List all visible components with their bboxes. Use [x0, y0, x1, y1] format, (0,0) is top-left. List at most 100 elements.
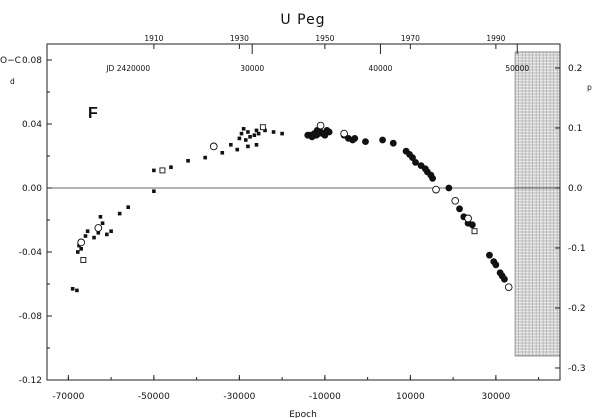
- y-tick-label: -0.04: [19, 248, 43, 258]
- data-point: [254, 128, 259, 133]
- data-point: [456, 205, 463, 213]
- data-point: [471, 228, 478, 235]
- right-tick-label: -0.2: [568, 304, 586, 314]
- data-point: [501, 275, 508, 283]
- data-point: [94, 224, 103, 232]
- hatched-region-box: [514, 51, 561, 357]
- data-point: [220, 151, 225, 155]
- x-tick-label: 10000: [396, 392, 425, 402]
- data-point: [389, 139, 397, 147]
- right-tick-label: 0.1: [568, 124, 582, 134]
- x-tick-label: 30000: [482, 392, 511, 402]
- data-point: [243, 138, 248, 142]
- x-tick-label: -70000: [52, 392, 84, 402]
- data-point: [379, 136, 386, 144]
- data-point: [271, 130, 276, 134]
- right-tick-label: -0.1: [568, 244, 586, 254]
- right-tick-label: 0.2: [568, 64, 582, 74]
- y-tick-label: -0.12: [19, 376, 42, 386]
- data-point: [169, 165, 173, 169]
- data-point: [235, 147, 240, 152]
- data-point: [83, 234, 88, 238]
- top-jd-tick-label: 40000: [369, 64, 393, 73]
- data-point: [152, 168, 156, 173]
- data-point: [85, 229, 90, 233]
- panel-label: F: [88, 105, 98, 122]
- top-year-label: 1970: [401, 34, 420, 43]
- data-point: [256, 131, 261, 136]
- data-point: [468, 221, 476, 229]
- x-tick-label: -30000: [223, 392, 255, 402]
- data-point: [362, 138, 369, 146]
- data-point: [254, 143, 259, 147]
- data-point: [98, 215, 103, 219]
- data-point: [412, 159, 419, 166]
- data-point: [80, 257, 87, 263]
- top-year-label: 1990: [486, 34, 505, 43]
- data-point: [263, 128, 267, 133]
- data-point: [70, 287, 75, 291]
- data-point: [504, 283, 513, 292]
- data-point: [280, 131, 284, 136]
- y-tick-label: -0.08: [19, 312, 43, 322]
- x-tick-label: -50000: [138, 392, 170, 402]
- x-tick-label: -10000: [309, 392, 341, 402]
- data-point: [492, 261, 500, 269]
- data-point: [239, 131, 244, 136]
- data-point: [117, 211, 122, 216]
- chart-title: U Peg: [280, 12, 325, 28]
- top-jd-tick-label: 30000: [240, 64, 264, 73]
- data-point: [241, 127, 246, 131]
- data-point: [109, 229, 113, 233]
- data-point: [340, 129, 348, 138]
- data-point: [100, 221, 105, 225]
- data-point: [325, 128, 333, 136]
- data-points: [70, 121, 513, 293]
- data-point: [445, 184, 453, 192]
- y-axis-unit: d: [10, 77, 15, 86]
- top-year-label: 1950: [315, 34, 334, 43]
- data-point: [316, 121, 325, 130]
- top-year-label: 1910: [144, 34, 163, 43]
- y-axis-label-text: O−C: [0, 56, 21, 66]
- axis-ticks: -70000 -50000 -30000 -10000 10000 30000 -0.12 -…: [19, 34, 586, 402]
- data-point: [229, 143, 233, 147]
- data-point: [75, 288, 79, 293]
- y-axis-label: O−C d: [0, 56, 21, 86]
- data-point: [429, 175, 437, 182]
- data-point: [75, 250, 80, 254]
- data-point: [203, 155, 207, 160]
- top-year-label: 1930: [230, 34, 249, 43]
- data-point: [464, 214, 472, 223]
- data-point: [246, 130, 250, 134]
- data-point: [246, 144, 250, 149]
- data-point: [96, 231, 101, 235]
- data-point: [248, 135, 252, 139]
- data-point: [252, 133, 257, 137]
- data-point: [92, 235, 96, 240]
- data-point: [152, 189, 156, 193]
- data-point: [159, 167, 166, 174]
- data-point: [451, 196, 460, 205]
- plot-frame: [46, 43, 561, 381]
- x-axis-label: Epoch: [289, 410, 317, 418]
- y-tick-label: 0.08: [22, 56, 42, 66]
- right-tick-label: -0.3: [568, 364, 586, 374]
- data-point: [126, 205, 131, 209]
- data-point: [79, 247, 83, 251]
- data-point: [259, 124, 266, 131]
- right-tick-label: 0.0: [568, 184, 583, 194]
- data-point: [77, 238, 86, 247]
- top-jd-tick-label: 50000: [505, 64, 529, 73]
- data-point: [432, 185, 440, 194]
- y-tick-label: 0.04: [22, 120, 42, 130]
- data-point: [209, 142, 218, 151]
- y-tick-label: 0.00: [22, 184, 42, 194]
- data-point: [486, 251, 493, 259]
- data-point: [306, 131, 314, 139]
- hatched-region: [514, 51, 561, 357]
- top-jd-label: JD 2420000: [105, 64, 150, 73]
- right-axis-unit: p: [587, 83, 592, 92]
- data-point: [237, 136, 242, 141]
